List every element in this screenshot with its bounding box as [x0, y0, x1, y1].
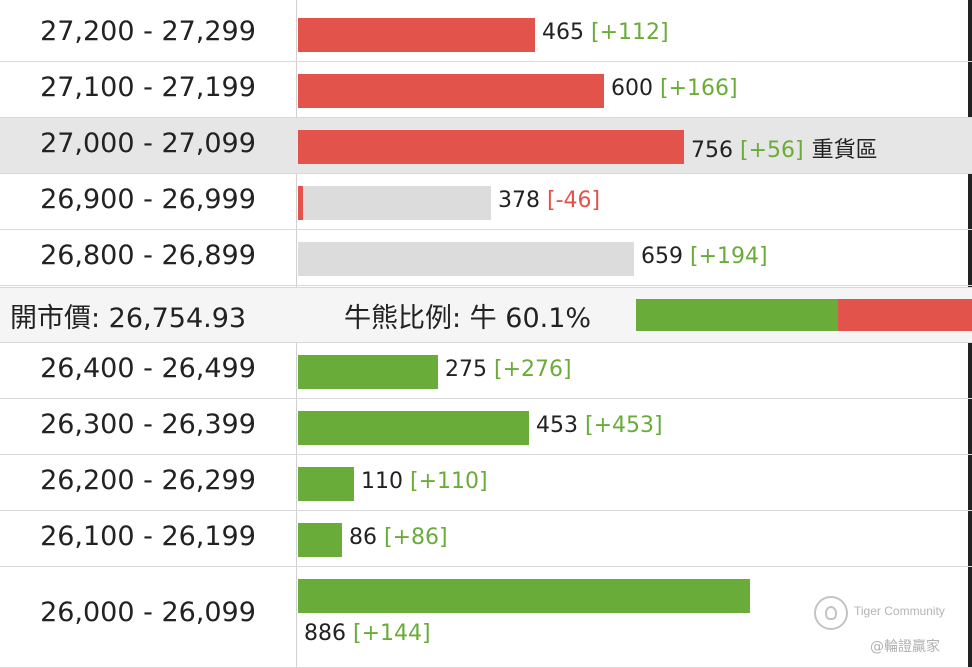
heavy-zone-tag: 重貨區: [811, 138, 878, 163]
volume-bar: [298, 523, 342, 557]
watermark: Tiger Community @輪證贏家: [814, 596, 964, 660]
bar-value: 600: [611, 76, 660, 101]
price-range-row: 26,300 - 26,399 453 [+453]: [0, 399, 972, 455]
bar-value-label: 86 [+86]: [349, 525, 448, 550]
bear-segment: [298, 18, 535, 52]
tiger-logo-icon: [814, 596, 848, 630]
bull-segment: [298, 411, 529, 445]
neutral-segment: [303, 186, 491, 220]
price-range-label: 26,000 - 26,099: [40, 597, 256, 628]
bar-change: [+194]: [689, 244, 768, 269]
bull-segment: [298, 467, 354, 501]
price-range-row: 26,400 - 26,499 275 [+276]: [0, 343, 972, 399]
bar-value: 453: [536, 413, 585, 438]
price-range-row: 26,200 - 26,299 110 [+110]: [0, 455, 972, 511]
bull-segment: [298, 355, 438, 389]
bar-value-label: 465 [+112]: [542, 20, 669, 45]
ratio-bear-segment: [838, 299, 972, 331]
volume-bar: [298, 467, 354, 501]
bar-value: 465: [542, 20, 591, 45]
price-range-row: 26,900 - 26,999 378 [-46]: [0, 174, 972, 230]
bar-value-label: 600 [+166]: [611, 76, 738, 101]
bar-value-label: 453 [+453]: [536, 413, 663, 438]
bar-change: [+144]: [352, 621, 431, 646]
bar-value: 86: [349, 525, 384, 550]
price-range-label: 26,400 - 26,499: [40, 353, 256, 384]
price-range-label: 27,200 - 27,299: [40, 16, 256, 47]
bar-change: [+276]: [493, 357, 572, 382]
bar-change: [+110]: [409, 469, 488, 494]
bull-bear-ratio-bar: [636, 299, 972, 331]
bar-value: 110: [361, 469, 410, 494]
bar-value: 659: [641, 244, 690, 269]
volume-bar: [298, 186, 491, 220]
volume-bar: [298, 242, 634, 276]
bear-segment: [298, 186, 303, 220]
bar-value-label: 378 [-46]: [498, 188, 600, 213]
price-range-label: 26,300 - 26,399: [40, 409, 256, 440]
bear-segment: [298, 74, 604, 108]
bar-value-label: 659 [+194]: [641, 244, 768, 269]
bar-change: [+86]: [384, 525, 448, 550]
ratio-bull-segment: [636, 299, 838, 331]
watermark-brand: Tiger Community: [854, 604, 945, 618]
volume-bar: [298, 355, 438, 389]
bull-segment: [298, 523, 342, 557]
bar-value: 275: [445, 357, 494, 382]
price-range-label: 26,200 - 26,299: [40, 465, 256, 496]
open-price-label: 開市價: 26,754.93: [10, 303, 247, 334]
price-range-label: 27,000 - 27,099: [40, 128, 256, 159]
bar-value-label: 275 [+276]: [445, 357, 572, 382]
price-range-label: 26,100 - 26,199: [40, 521, 256, 552]
price-range-label: 26,800 - 26,899: [40, 240, 256, 271]
bar-value: 378: [498, 188, 547, 213]
price-range-row: 27,000 - 27,099 756 [+56] 重貨區: [0, 118, 972, 174]
bar-change: [+166]: [659, 76, 738, 101]
bar-change: [+453]: [584, 413, 663, 438]
price-range-row: 26,100 - 26,199 86 [+86]: [0, 511, 972, 567]
open-price-row: 開市價: 26,754.93 牛熊比例: 牛 60.1%: [0, 287, 972, 343]
volume-bar: [298, 18, 535, 52]
bull-segment: [298, 579, 750, 613]
price-range-label: 26,900 - 26,999: [40, 184, 256, 215]
bar-value: 886: [304, 621, 353, 646]
bar-change: [-46]: [546, 188, 601, 213]
price-range-row: 27,200 - 27,299 465 [+112]: [0, 6, 972, 62]
volume-bar: [298, 579, 750, 613]
bar-value-label: 886 [+144]: [304, 621, 431, 646]
bar-change: [+56]: [739, 138, 804, 163]
volume-bar: [298, 411, 529, 445]
bar-change: [+112]: [590, 20, 669, 45]
price-range-row: 26,000 - 26,099 886 [+144]: [0, 567, 972, 668]
bar-value-label: 110 [+110]: [361, 469, 488, 494]
price-range-row: 26,800 - 26,899 659 [+194]: [0, 230, 972, 286]
bear-segment: [298, 130, 684, 164]
price-range-row: 27,100 - 27,199 600 [+166]: [0, 62, 972, 118]
bar-value-label: 756 [+56] 重貨區: [691, 132, 878, 164]
price-range-label: 27,100 - 27,199: [40, 72, 256, 103]
volume-bar: [298, 74, 604, 108]
neutral-segment: [298, 242, 634, 276]
bar-value: 756: [691, 138, 740, 163]
watermark-handle: @輪證贏家: [870, 639, 940, 655]
volume-bar: [298, 130, 684, 164]
bull-bear-ratio-label: 牛熊比例: 牛 60.1%: [344, 303, 592, 334]
